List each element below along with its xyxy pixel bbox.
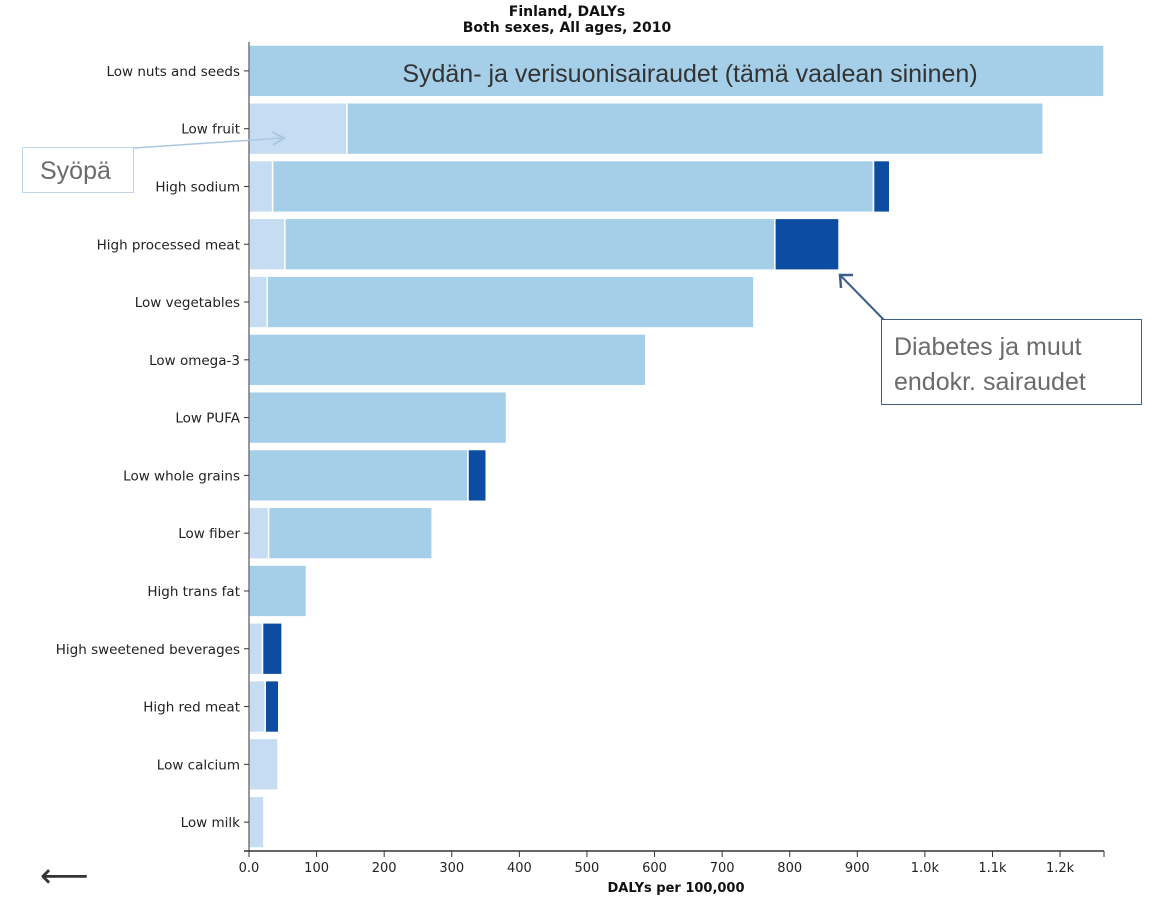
bar-segment-6-1 <box>248 390 508 445</box>
bars-layer <box>248 44 1105 849</box>
bar-segment-12-0 <box>248 737 279 791</box>
bar-segment-10-0 <box>248 622 264 676</box>
cancer-arrow <box>133 131 287 149</box>
x-tick-label: 200 <box>372 861 397 876</box>
category-label: Low nuts and seeds <box>106 64 240 80</box>
bar-segment-8-1 <box>267 506 433 560</box>
x-tick-label: 400 <box>507 861 532 876</box>
bar-segment-10-2 <box>261 622 283 676</box>
bar-segment-13-0 <box>248 795 265 849</box>
x-tick-label: 100 <box>304 861 329 876</box>
bar-segment-2-0 <box>248 159 274 214</box>
diabetes-callout: Diabetes ja muut endokr. sairaudet <box>881 319 1142 405</box>
category-label: High processed meat <box>97 237 240 253</box>
bar-segment-3-0 <box>248 217 286 271</box>
bar-segment-3-1 <box>284 217 776 271</box>
bar-segment-2-2 <box>872 159 891 214</box>
x-tick-label: 1.0k <box>911 861 940 876</box>
category-label: Low PUFA <box>175 411 240 427</box>
x-tick-label: 500 <box>575 861 600 876</box>
x-axis: 0.0 100 200 300 400 500 600 700 800 900 1.0k 1.1k 1.… <box>239 850 1105 876</box>
category-label: High sweetened beverages <box>56 642 240 658</box>
x-tick-label: 900 <box>845 861 870 876</box>
bar-segment-5-1 <box>248 333 647 387</box>
y-axis: Low nuts and seeds Low fruit High sodium Hi… <box>56 42 250 851</box>
bar-segment-11-0 <box>248 679 266 734</box>
category-label: High red meat <box>143 700 240 716</box>
bar-segment-0-1 <box>248 44 1105 98</box>
chart-subtitle: Both sexes, All ages, 2010 <box>463 20 672 36</box>
bar-segment-2-1 <box>271 159 875 214</box>
bar-segment-1-1 <box>346 102 1044 156</box>
x-tick-label: 700 <box>710 861 735 876</box>
bar-segment-4-0 <box>248 275 268 329</box>
x-tick-label: 300 <box>439 861 464 876</box>
back-arrow-icon[interactable]: ⟵ <box>40 856 89 896</box>
diabetes-callout-line2: endokr. sairaudet <box>894 368 1086 396</box>
x-tick-label: 600 <box>642 861 667 876</box>
bar-segment-3-2 <box>774 217 840 271</box>
category-label: High sodium <box>155 179 240 195</box>
bar-segment-7-2 <box>467 448 487 503</box>
bar-segment-7-1 <box>248 448 469 503</box>
category-label: Low omega-3 <box>149 353 240 369</box>
category-label: Low milk <box>181 815 241 831</box>
category-label: Low whole grains <box>123 468 240 484</box>
category-label: Low fiber <box>178 526 240 542</box>
bar-segment-8-0 <box>248 506 270 560</box>
category-label: Low fruit <box>181 122 240 138</box>
chart-title: Finland, DALYs <box>509 4 625 20</box>
x-tick-label: 1.2k <box>1046 861 1075 876</box>
x-tick-label: 0.0 <box>239 861 260 876</box>
x-tick-label: 800 <box>777 861 802 876</box>
bar-segment-4-1 <box>266 275 755 329</box>
cancer-callout-text: Syöpä <box>40 157 111 185</box>
bar-segment-1-0 <box>248 102 348 156</box>
diabetes-arrow <box>838 273 885 321</box>
category-label: Low calcium <box>157 757 240 773</box>
bar-segment-11-2 <box>264 679 280 734</box>
category-label: High trans fat <box>147 584 240 600</box>
x-tick-label: 1.1k <box>978 861 1007 876</box>
bar-segment-9-1 <box>248 564 308 618</box>
x-axis-title: DALYs per 100,000 <box>607 881 744 896</box>
cancer-callout: Syöpä <box>22 147 134 193</box>
cardio-annotation: Sydän- ja verisuonisairaudet (tämä vaale… <box>402 60 977 88</box>
category-label: Low vegetables <box>135 295 240 311</box>
diabetes-callout-line1: Diabetes ja muut <box>894 333 1082 361</box>
